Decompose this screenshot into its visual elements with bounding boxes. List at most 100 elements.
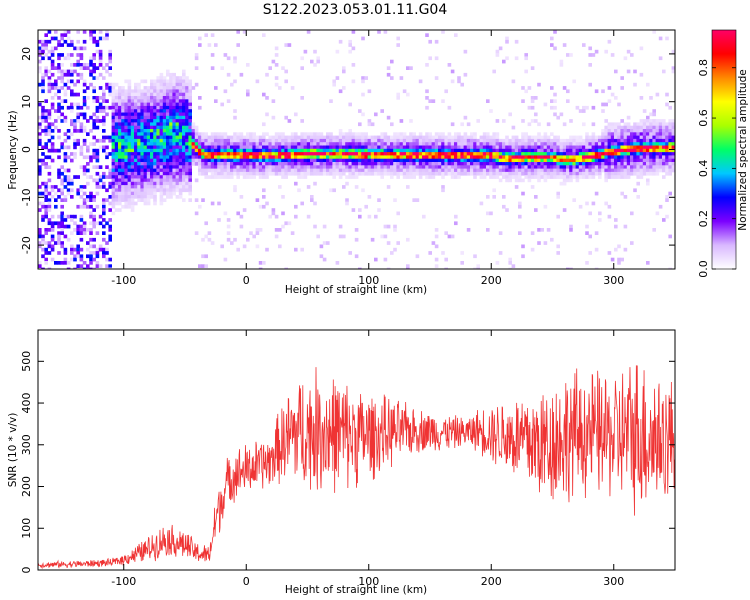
spectrogram-cell: [441, 175, 445, 179]
spectrogram-cell: [249, 142, 253, 146]
spectrogram-cell: [306, 165, 311, 169]
spectrogram-cell: [60, 204, 64, 209]
spectrogram-cell: [534, 148, 538, 153]
spectrogram-cell: [322, 162, 327, 166]
spectrogram-cell: [358, 267, 362, 269]
spectrogram-cell: [668, 129, 672, 133]
spectrogram-cell: [326, 132, 330, 136]
spectrogram-cell: [182, 125, 186, 130]
spectrogram-cell: [508, 158, 512, 163]
spectrogram-cell: [178, 142, 183, 146]
spectrogram-cell: [313, 145, 317, 150]
spectrogram-cell: [265, 145, 269, 150]
spectrogram-cell: [665, 162, 669, 166]
spectrogram-cell: [297, 152, 301, 156]
spectrogram-cell: [617, 125, 621, 130]
spectrogram-cell: [428, 155, 432, 160]
spectrogram-cell: [665, 125, 669, 130]
spectrogram-cell: [646, 155, 650, 160]
spectrogram-cell: [156, 86, 160, 90]
spectrogram-cell: [50, 122, 55, 127]
spectrogram-cell: [393, 162, 397, 166]
spectrogram-cell: [252, 145, 256, 150]
spectrogram-cell: [159, 171, 164, 176]
spectrogram-cell: [626, 152, 631, 156]
spectrogram-cell: [434, 142, 439, 146]
spectrogram-cell: [300, 135, 304, 140]
spectrogram-cell: [434, 158, 439, 163]
spectrogram-cell: [617, 244, 621, 249]
spectrogram-cell: [169, 92, 173, 97]
spectrogram-cell: [38, 69, 42, 74]
spectrogram-cell: [588, 142, 592, 146]
spectrogram-cell: [668, 125, 672, 130]
spectrogram-cell: [396, 138, 400, 143]
spectrogram-cell: [246, 63, 250, 67]
spectrogram-cell: [319, 171, 324, 176]
spectrogram-cell: [111, 89, 116, 94]
spectrogram-cell: [188, 129, 192, 133]
spectrogram-cell: [172, 168, 176, 173]
spectrogram-cell: [98, 56, 103, 61]
spectrogram-cell: [450, 69, 455, 74]
spectrogram-cell: [220, 145, 224, 150]
spectrogram-cell: [210, 175, 215, 179]
spectrogram-cell: [502, 175, 506, 179]
spectrogram-cell: [191, 155, 196, 160]
spectrogram-cell: [370, 237, 375, 242]
spectrogram-cell: [658, 145, 663, 150]
spectrogram-cell: [537, 228, 541, 232]
spectrogram-cell: [572, 79, 576, 84]
spectrogram-cell: [540, 135, 544, 140]
spectrogram-cell: [284, 69, 288, 74]
spectrogram-cell: [585, 145, 589, 150]
spectrogram-cell: [543, 171, 548, 176]
spectrogram-cell: [585, 155, 589, 160]
spectrogram-cell: [396, 145, 400, 150]
spectrogram-cell: [358, 165, 362, 169]
spectrogram-cell: [460, 168, 464, 173]
spectrogram-cell: [348, 129, 352, 133]
spectrogram-cell: [140, 181, 144, 186]
spectrogram-cell: [572, 198, 576, 202]
spectrogram-cell: [274, 142, 279, 146]
spectrogram-cell: [146, 122, 151, 127]
spectrogram-cell: [559, 152, 564, 156]
spectrogram-cell: [204, 175, 208, 179]
spectrogram-cell: [146, 178, 151, 183]
spectrogram-cell: [569, 119, 573, 123]
spectrogram-cell: [562, 158, 567, 163]
spectrogram-cell: [303, 152, 308, 156]
spectrogram-cell: [540, 165, 544, 169]
spectrogram-cell: [114, 158, 119, 163]
spectrogram-cell: [406, 162, 410, 166]
spectrogram-cell: [166, 142, 170, 146]
spectrogram-cell: [169, 178, 173, 183]
spectrogram-cell: [150, 195, 154, 199]
spectrogram-cell: [652, 129, 656, 133]
spectrogram-cell: [409, 142, 413, 146]
spectrogram-cell: [172, 135, 176, 140]
spectrogram-cell: [242, 244, 247, 249]
spectrogram-cell: [50, 66, 55, 70]
spectrogram-cell: [233, 59, 237, 64]
spectrogram-cell: [38, 191, 42, 196]
spectrogram-cell: [162, 198, 167, 202]
spectrogram-cell: [591, 132, 596, 136]
spectrogram-cell: [188, 96, 192, 100]
spectrogram-cell: [598, 175, 602, 179]
spectrogram-cell: [498, 178, 503, 183]
spectrogram-cell: [610, 175, 615, 179]
spectrogram-cell: [175, 122, 180, 127]
spectrogram-cell: [265, 201, 269, 206]
spectrogram-cell: [185, 181, 189, 186]
spectrogram-cell: [284, 158, 288, 163]
spectrogram-cell: [598, 171, 602, 176]
spectrogram-cell: [303, 145, 308, 150]
spectrogram-cell: [620, 76, 624, 80]
spectrogram-cell: [271, 138, 276, 143]
spectrogram-cell: [201, 168, 205, 173]
spectrogram-cell: [271, 165, 276, 169]
spectrogram-cell: [482, 158, 487, 163]
spectrogram-cell: [201, 145, 205, 150]
